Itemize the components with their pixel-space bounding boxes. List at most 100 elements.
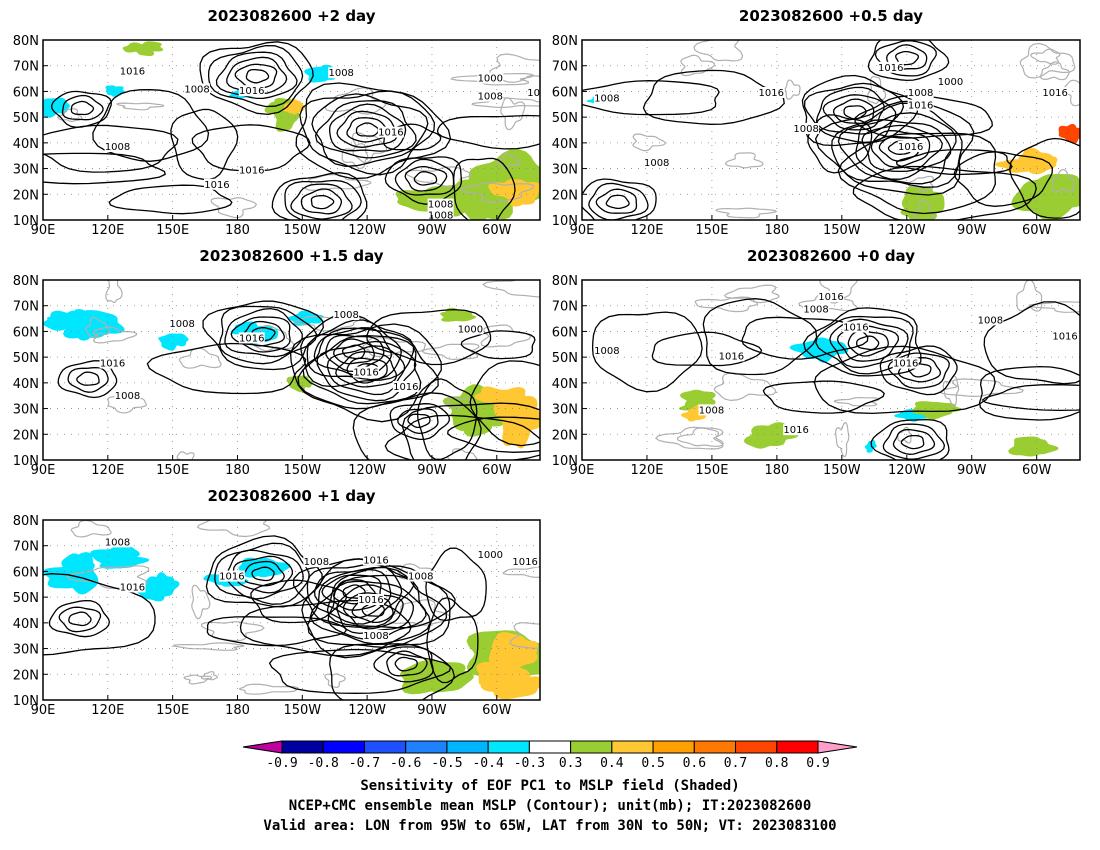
longitude-tick-label: 120E	[91, 463, 124, 478]
contour-label-bg	[783, 424, 810, 436]
latitude-tick-label: 10N	[13, 694, 39, 709]
colorbar-swatch	[570, 740, 613, 754]
sensitivity-shading	[241, 557, 278, 577]
mslp-contour	[251, 566, 275, 582]
contour-label: 1000	[478, 74, 503, 85]
longitude-tick-label: 150W	[283, 223, 321, 238]
coastline	[57, 108, 83, 123]
mslp-contour	[76, 371, 100, 386]
sensitivity-shading	[744, 425, 785, 449]
contour-label: 1008	[428, 200, 453, 211]
caption-line-1: Sensitivity of EOF PC1 to MSLP field (Sh…	[360, 778, 739, 794]
contour-label-bg	[407, 570, 434, 582]
mslp-contour	[301, 558, 451, 659]
mslp-contour	[67, 366, 109, 393]
mslp-contour	[1009, 137, 1080, 219]
contour-label: 1016	[1042, 88, 1067, 99]
colorbar-tick-label: 0.9	[806, 756, 829, 771]
latitude-tick-label: 30N	[13, 403, 39, 418]
coastline	[502, 566, 540, 579]
contour-label: 1016	[783, 425, 808, 436]
mslp-contour	[215, 51, 298, 100]
sensitivity-shading	[789, 340, 840, 359]
longitude-tick-label: 120W	[888, 223, 926, 238]
coastline	[680, 54, 716, 77]
mslp-contour	[295, 82, 452, 180]
contour-label-bg	[392, 381, 419, 392]
mslp-contour	[316, 340, 417, 402]
mslp-contour	[404, 165, 448, 192]
mslp-contour	[874, 40, 937, 77]
colorbar-swatch	[776, 740, 819, 754]
longitude-tick-label: 120E	[91, 223, 124, 238]
coastline	[480, 324, 532, 348]
contour-label: 1008	[333, 310, 358, 321]
mslp-contour	[591, 311, 703, 393]
coastline	[833, 396, 881, 407]
mslp-contour	[206, 616, 348, 647]
mslp-contour	[48, 599, 111, 638]
coastline	[482, 280, 540, 298]
coastline	[200, 621, 265, 642]
contour-label-bg	[353, 366, 380, 378]
contour-label: 1008	[363, 631, 388, 642]
latitude-tick-label: 60N	[552, 85, 578, 100]
latitude-tick-label: 40N	[552, 137, 578, 152]
mslp-contour	[224, 307, 303, 358]
contour-label-bg	[1052, 330, 1079, 342]
contour-label-bg	[203, 178, 230, 190]
panel-frame	[42, 279, 541, 461]
longitude-tick-label: 90E	[31, 463, 56, 478]
contour-label: 1008	[908, 88, 933, 99]
contour-label: 1008	[594, 93, 619, 104]
mslp-contour	[870, 418, 950, 460]
longitude-tick-label: 60W	[482, 463, 512, 478]
colorbar-tick-label: 0.3	[559, 756, 582, 771]
coastline	[196, 520, 271, 538]
longitude-tick-label: 150W	[823, 223, 861, 238]
contour-label: 1016	[353, 368, 378, 379]
contour-label-bg	[477, 72, 504, 84]
mslp-contour	[401, 402, 540, 460]
coastline	[1051, 168, 1075, 193]
coastline	[115, 102, 165, 111]
coastline	[92, 326, 138, 344]
mslp-contour	[297, 327, 439, 410]
panel-title: 2023082600 +1 day	[208, 487, 376, 505]
mslp-contour	[191, 124, 311, 172]
mslp-contour	[271, 172, 368, 220]
longitude-tick-label: 150E	[695, 223, 728, 238]
contour-label: 1016	[393, 382, 418, 393]
mslp-contour	[327, 580, 427, 641]
mslp-contour	[900, 434, 925, 450]
mslp-contour	[309, 574, 432, 645]
contour-label: 1008	[105, 142, 130, 153]
mslp-contour	[815, 315, 914, 375]
longitude-tick-label: 90W	[957, 463, 987, 478]
contour-label-bg	[119, 581, 146, 593]
colorbar-swatch	[487, 740, 530, 754]
latitude-tick-label: 20N	[552, 428, 578, 443]
contour-label-bg	[218, 570, 245, 582]
mslp-contour	[284, 179, 362, 220]
mslp-contour	[813, 345, 996, 415]
coastline	[460, 182, 535, 204]
colorbar-swatch	[322, 740, 365, 754]
contour-label-bg	[104, 536, 131, 548]
contour-label: 1016	[512, 557, 537, 568]
longitude-tick-label: 90E	[31, 703, 56, 718]
mslp-contour	[447, 416, 540, 453]
contour-label: 1016	[893, 359, 918, 370]
mslp-contour	[234, 63, 278, 89]
latitude-tick-label: 60N	[13, 85, 39, 100]
latitude-tick-label: 70N	[13, 540, 39, 555]
mslp-contour	[837, 112, 957, 185]
mslp-contour	[351, 597, 394, 624]
colorbar-tick-label: -0.8	[308, 756, 339, 771]
mslp-contour	[245, 68, 270, 84]
mslp-contour	[814, 100, 975, 196]
sensitivity-shading	[478, 674, 540, 700]
coastline	[632, 133, 666, 152]
colorbar-tick-label: -0.6	[390, 756, 421, 771]
